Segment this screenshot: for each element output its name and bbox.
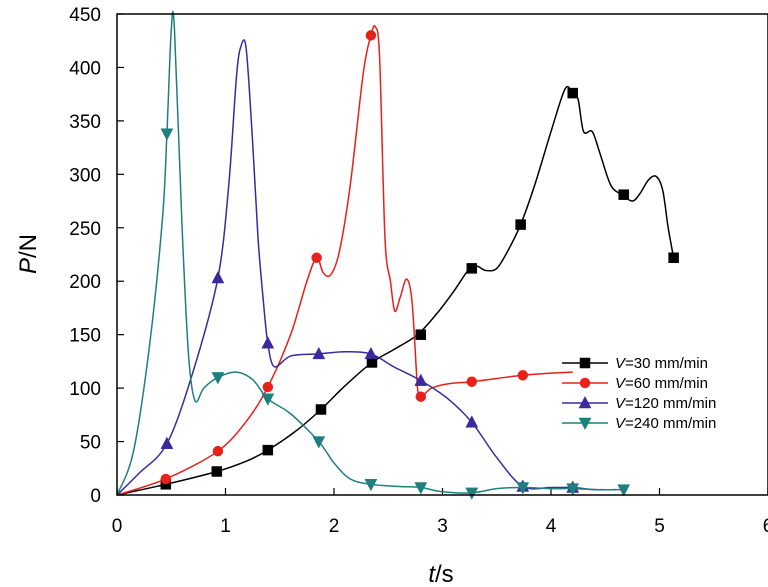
legend-label-3: V=240 mm/min xyxy=(615,415,716,432)
legend-label-0: V=30 mm/min xyxy=(615,355,708,372)
series-line-2 xyxy=(116,39,617,496)
legend-marker-3 xyxy=(578,417,592,431)
legend-var-1: V xyxy=(615,375,627,392)
x-tick-label-3: 3 xyxy=(437,516,448,537)
data-point-s1-6 xyxy=(466,376,478,387)
data-point-s3-6 xyxy=(465,487,479,500)
series-line-3 xyxy=(116,11,624,496)
y-tick-label-2: 100 xyxy=(69,379,101,400)
data-point-s0-7 xyxy=(515,219,526,230)
legend-text-3: =240 mm/min xyxy=(625,415,716,432)
data-point-s3-7 xyxy=(516,482,530,495)
data-point-s0-8 xyxy=(567,87,578,99)
x-tick-label-5: 5 xyxy=(654,516,665,537)
data-point-s1-4 xyxy=(365,30,377,41)
legend-var-0: V xyxy=(615,355,627,372)
x-tick-label-1: 1 xyxy=(220,516,231,537)
data-point-s1-7 xyxy=(517,370,529,381)
data-point-s3-4 xyxy=(364,479,378,492)
y-tick-label-5: 250 xyxy=(69,219,101,240)
data-point-s1-5 xyxy=(415,391,427,402)
series-line-0 xyxy=(116,85,675,496)
y-tick-label-8: 400 xyxy=(69,58,101,79)
data-point-s2-4 xyxy=(364,346,378,360)
x-tick-label-4: 4 xyxy=(546,516,557,537)
y-tick-label-3: 150 xyxy=(69,326,101,347)
data-point-s1-1 xyxy=(212,445,224,457)
data-point-s0-9 xyxy=(618,189,629,200)
data-point-s3-0 xyxy=(160,128,174,141)
data-point-s0-3 xyxy=(315,404,327,415)
ticks-layer: 0 1 2 3 4 5 6 0 50 100 150 200 250 300 350 400 450 xyxy=(69,5,768,537)
data-point-s1-3 xyxy=(311,252,322,263)
data-point-s3-5 xyxy=(414,482,428,495)
data-point-s3-3 xyxy=(312,436,326,449)
y-tick-label-7: 350 xyxy=(69,112,101,133)
data-point-s0-5 xyxy=(415,329,427,340)
legend-text-1: =60 mm/min xyxy=(625,375,708,392)
series-3 xyxy=(116,11,631,500)
data-point-s2-5 xyxy=(414,373,428,386)
legend-var-3: V xyxy=(615,415,627,432)
x-tick-label-6: 6 xyxy=(763,516,768,537)
data-point-s2-0 xyxy=(160,436,174,449)
legend-text-0: =30 mm/min xyxy=(625,355,708,372)
data-point-s1-0 xyxy=(160,473,172,485)
legend-marker-1 xyxy=(579,377,591,389)
x-tick-label-2: 2 xyxy=(329,516,340,537)
data-point-s0-10 xyxy=(668,252,679,263)
y-tick-label-9: 450 xyxy=(69,5,101,26)
y-axis-variable: P xyxy=(15,258,42,274)
x-axis-variable: t xyxy=(428,561,436,587)
data-point-s3-9 xyxy=(617,484,631,497)
data-point-s2-3 xyxy=(312,346,326,360)
legend-text-2: =120 mm/min xyxy=(625,395,716,412)
y-axis-title: P/N xyxy=(15,234,42,274)
data-point-s3-2 xyxy=(261,393,275,406)
y-tick-label-6: 300 xyxy=(69,165,101,186)
series-1 xyxy=(116,24,573,496)
data-point-s3-8 xyxy=(566,483,580,496)
legend-var-2: V xyxy=(615,395,627,412)
y-tick-label-1: 50 xyxy=(80,433,101,454)
legend-label-2: V=120 mm/min xyxy=(615,395,716,412)
series-line-1 xyxy=(116,24,573,496)
data-point-s1-2 xyxy=(262,381,274,393)
x-tick-label-0: 0 xyxy=(112,516,123,537)
series-2 xyxy=(116,39,617,496)
data-point-s0-2 xyxy=(262,444,274,456)
data-point-s2-1 xyxy=(211,270,225,284)
series-layer xyxy=(116,11,679,500)
x-axis-unit: /s xyxy=(435,561,454,587)
data-point-s2-6 xyxy=(465,415,479,428)
data-point-s3-1 xyxy=(211,372,225,385)
y-axis-unit: /N xyxy=(15,234,42,258)
data-point-s2-2 xyxy=(261,336,275,349)
data-point-s0-6 xyxy=(466,263,478,274)
y-tick-label-0: 0 xyxy=(90,486,101,507)
legend-label-1: V=60 mm/min xyxy=(615,375,708,392)
plot-frame xyxy=(116,13,768,496)
legend-marker-0 xyxy=(579,357,591,369)
legend-marker-2 xyxy=(578,395,592,409)
series-0 xyxy=(116,85,679,496)
x-axis-title: t/s xyxy=(428,561,453,587)
y-tick-label-4: 200 xyxy=(69,272,101,293)
data-point-s0-1 xyxy=(211,466,223,477)
